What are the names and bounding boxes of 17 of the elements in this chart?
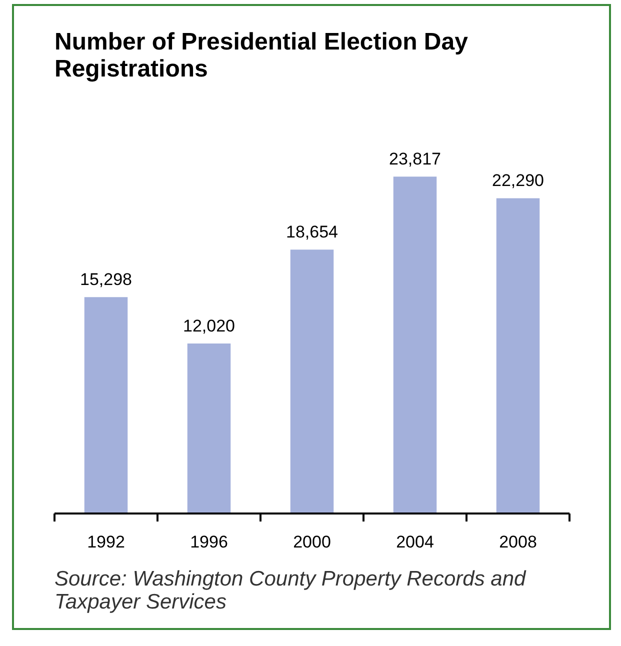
data-label: 15,298	[80, 270, 132, 290]
bar	[393, 176, 437, 514]
x-tick-label: 1996	[190, 532, 228, 552]
source-note: Source: Washington County Property Records and Taxpayer Services	[54, 568, 528, 614]
data-label: 12,020	[183, 316, 235, 336]
x-tick-label: 2000	[293, 532, 331, 552]
x-tick-label: 1992	[87, 532, 125, 552]
data-label: 23,817	[389, 150, 441, 169]
x-tick-label: 2004	[396, 532, 434, 552]
bar	[187, 343, 231, 514]
chart-title: Number of Presidential Election Day Registrations	[54, 28, 469, 82]
bar	[84, 297, 128, 514]
x-tick-label: 2008	[499, 532, 537, 552]
data-label: 22,290	[492, 171, 544, 190]
data-label: 18,654	[286, 222, 338, 242]
bar	[496, 198, 540, 514]
bar	[290, 250, 334, 514]
